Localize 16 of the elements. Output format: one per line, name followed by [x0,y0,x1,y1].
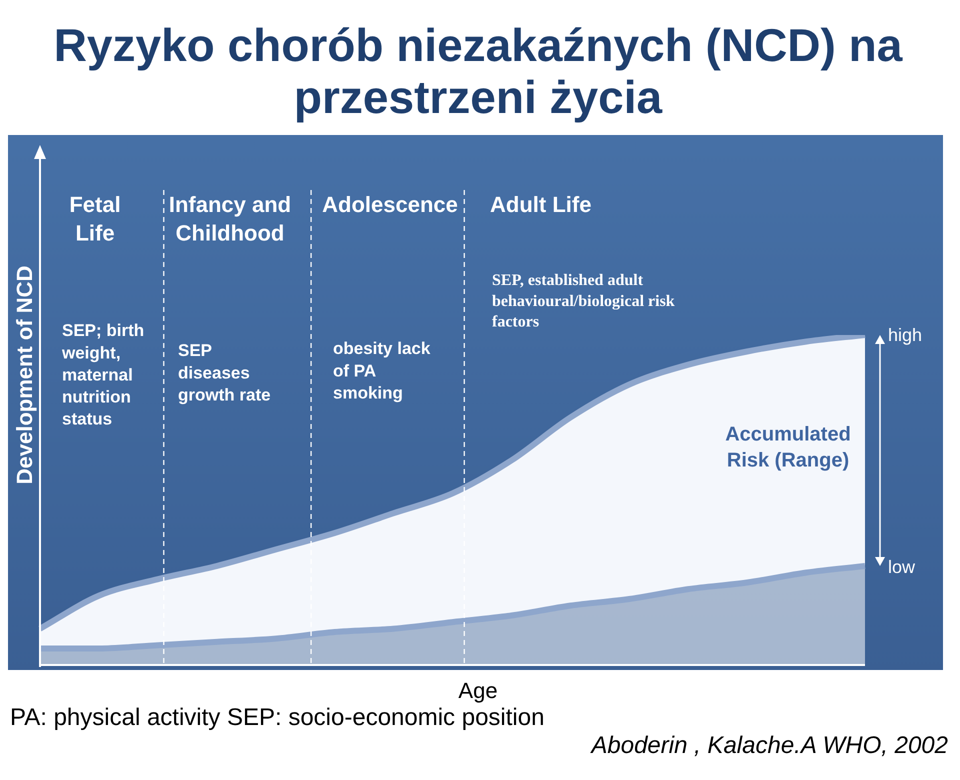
chart-title: Ryzyko chorób niezakaźnych (NCD) na przestrzeni życia [52,18,904,124]
x-axis-title: Age [457,678,499,704]
annotation: SEP; birth weight, maternal nutrition status [61,321,144,429]
y-axis-title: Development of NCD [12,266,38,484]
annotation: Accumulated Risk (Range) [725,424,851,472]
annotation: obesity lack of PA smoking [333,339,431,402]
text: Fetal Life [69,192,121,246]
text: Adult Life [490,192,592,218]
text: Infancy and Childhood [168,192,292,246]
annotation: SEP diseases growth rate [178,341,271,404]
text: SEP, established adult behavioural/biological risk factors [492,272,675,331]
text: high [888,324,922,345]
text: Aboderin , Kalache.A WHO, 2002 [589,732,948,760]
text: PA: physical activity SEP: socio-economic position [10,704,546,732]
text: Adolescence [322,192,458,218]
text: low [888,556,916,577]
